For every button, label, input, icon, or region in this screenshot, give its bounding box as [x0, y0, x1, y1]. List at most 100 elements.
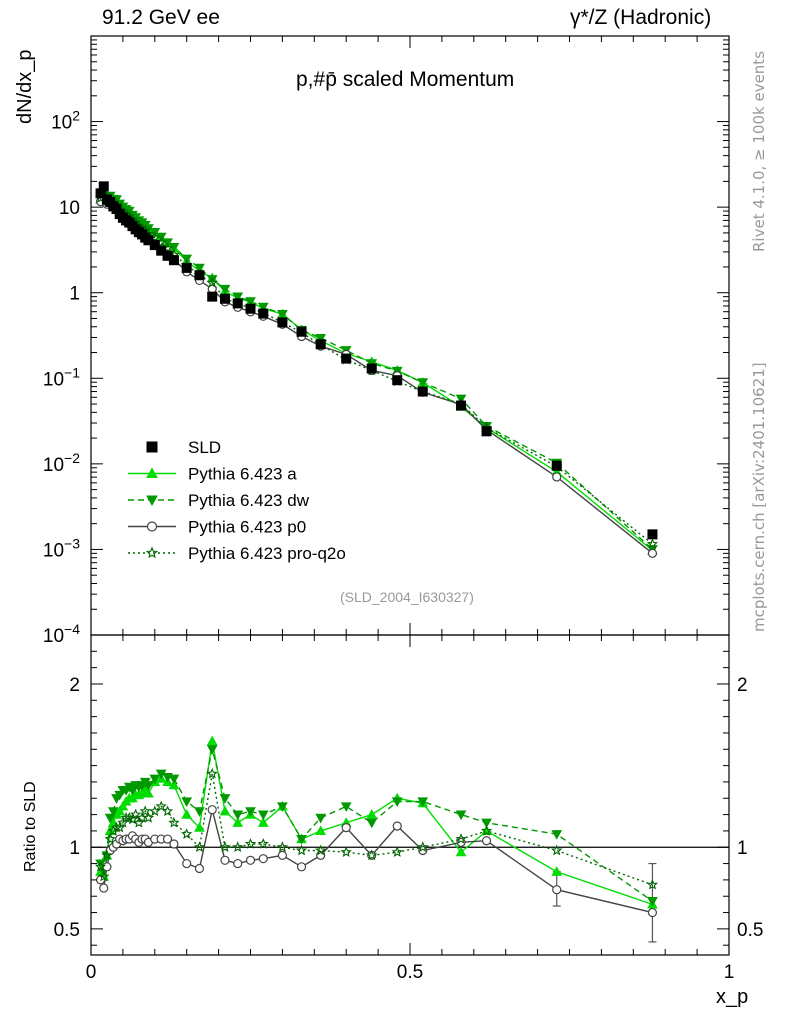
- marker-star: [133, 816, 145, 828]
- sld-data-point: [647, 529, 658, 540]
- marker-triangle-down: [107, 807, 119, 817]
- marker-star: [340, 846, 352, 857]
- sld-data-point: [315, 339, 326, 350]
- marker-circle: [207, 805, 217, 815]
- marker-circle: [233, 858, 243, 869]
- marker-triangle-down: [277, 309, 288, 320]
- series-line-ratio-3: [99, 773, 653, 886]
- sld-data-point: [181, 262, 192, 273]
- marker-triangle-down: [219, 284, 231, 295]
- marker-star: [161, 805, 174, 817]
- marker-star: [104, 833, 116, 844]
- y-tick-label: 10−4: [43, 621, 80, 647]
- marker-star: [142, 812, 155, 823]
- top-panel-frame: [90, 35, 730, 636]
- marker-circle: [258, 854, 268, 864]
- marker-triangle-down: [219, 794, 231, 804]
- marker-triangle-up: [455, 846, 467, 857]
- ratio-tick-label: 0.5: [54, 920, 80, 941]
- marker-triangle-down: [257, 810, 269, 821]
- marker-triangle-up: [219, 805, 231, 816]
- marker-star: [126, 813, 139, 825]
- marker-circle: [146, 521, 158, 532]
- marker-triangle-up: [551, 866, 563, 876]
- x-tick-label: 0: [86, 962, 97, 983]
- marker-circle: [392, 821, 402, 831]
- sld-data-point: [219, 293, 230, 304]
- y-tick-label: 10: [59, 198, 80, 219]
- marker-circle: [245, 855, 256, 865]
- marker-triangle-up: [315, 825, 327, 836]
- marker-star: [139, 805, 151, 817]
- sld-data-point: [456, 400, 467, 411]
- sld-data-point: [168, 255, 179, 266]
- marker-triangle-down: [417, 378, 429, 388]
- sld-data-point: [417, 386, 428, 397]
- marker-triangle-down: [315, 813, 327, 824]
- marker-star: [168, 816, 180, 828]
- ratio-axis-label: Ratio to SLD: [22, 781, 39, 872]
- marker-triangle-up: [181, 809, 193, 819]
- marker-triangle-down: [245, 807, 256, 817]
- marker-circle: [341, 823, 351, 833]
- marker-circle: [102, 862, 112, 872]
- ratio-tick-label: 2: [69, 675, 80, 696]
- rivet-version-label: Rivet 4.1.0, ≥ 100k events: [750, 50, 768, 252]
- marker-star: [181, 828, 193, 839]
- legend-label: Pythia 6.423 dw: [188, 491, 310, 510]
- ratio-tick-label: 1: [69, 838, 80, 859]
- y-tick-label: 10−1: [43, 364, 80, 390]
- marker-star: [101, 849, 113, 861]
- marker-triangle-up: [194, 822, 205, 832]
- sld-data-point: [392, 375, 403, 386]
- marker-star: [219, 841, 231, 853]
- marker-triangle-down: [146, 495, 158, 507]
- legend-label: Pythia 6.423 a: [188, 465, 297, 484]
- marker-star: [276, 841, 289, 853]
- marker-star: [114, 821, 126, 833]
- ratio-tick-label-right: 0.5: [737, 920, 763, 941]
- sld-data-point: [143, 235, 154, 246]
- marker-triangle-down: [455, 810, 467, 821]
- sld-data-point: [245, 303, 256, 314]
- marker-triangle-down: [296, 834, 307, 845]
- marker-circle: [99, 883, 109, 893]
- y-tick-label: 102: [51, 108, 80, 134]
- process-label: γ*/Z (Hadronic): [570, 6, 712, 29]
- marker-star: [480, 824, 493, 836]
- y-tick-label: 10−3: [43, 535, 80, 561]
- chart-title: p,#p̄ scaled Momentum: [296, 68, 515, 91]
- sld-data-point: [95, 188, 106, 199]
- marker-star: [646, 878, 659, 890]
- marker-circle: [647, 548, 658, 558]
- sld-data-point: [277, 317, 288, 328]
- marker-circle: [481, 836, 492, 846]
- marker-triangle-down: [647, 897, 658, 907]
- marker-star: [193, 841, 206, 853]
- marker-circle: [182, 858, 192, 869]
- marker-circle: [220, 855, 230, 865]
- marker-triangle-up: [114, 805, 126, 816]
- legend-label: Pythia 6.423 p0: [188, 518, 306, 537]
- marker-triangle-down: [315, 333, 327, 344]
- marker-star: [94, 860, 107, 872]
- marker-triangle-down: [194, 263, 205, 274]
- marker-circle: [169, 839, 179, 849]
- marker-star: [295, 844, 308, 856]
- marker-triangle-up: [146, 467, 158, 478]
- marker-triangle-down: [143, 781, 154, 791]
- marker-triangle-down: [232, 810, 244, 821]
- sld-data-point: [296, 326, 307, 337]
- marker-triangle-down: [95, 859, 106, 870]
- sld-data-point: [194, 270, 205, 281]
- marker-triangle-down: [417, 797, 429, 808]
- sld-data-point: [98, 181, 109, 192]
- marker-triangle-down: [206, 745, 218, 755]
- marker-circle: [277, 850, 287, 861]
- marker-star: [417, 841, 429, 853]
- y-tick-label: 10−2: [43, 450, 80, 476]
- y-axis-label: dN/dx_p: [14, 49, 36, 125]
- sld-data-point: [258, 308, 269, 319]
- marker-star: [145, 546, 159, 559]
